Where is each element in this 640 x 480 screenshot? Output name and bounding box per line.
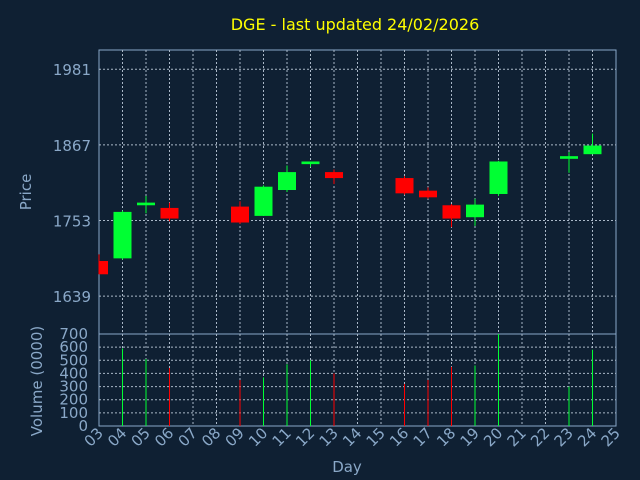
- volume-tick-label: 500: [59, 351, 88, 369]
- day-tick-label: 08: [198, 424, 224, 450]
- candle-body: [254, 186, 273, 216]
- x-axis-label: Day: [332, 458, 362, 476]
- day-tick-label: 10: [245, 424, 271, 450]
- day-tick-label: 14: [339, 424, 365, 450]
- candle-17: [419, 187, 437, 199]
- volume-tick-label: 600: [59, 338, 88, 356]
- day-ticks: 0304050607080910111213141516171819202122…: [81, 424, 624, 450]
- candle-12: [301, 161, 320, 167]
- candle-body: [99, 261, 108, 275]
- day-tick-label: 17: [410, 424, 436, 450]
- price-tick-label: 1981: [53, 61, 91, 79]
- price-axis-label: Price: [17, 174, 35, 211]
- candle-body: [301, 161, 320, 165]
- day-tick-label: 22: [527, 424, 553, 450]
- candle-18: [442, 203, 461, 228]
- candle-09: [231, 201, 249, 224]
- day-tick-label: 20: [480, 424, 506, 450]
- candle-body: [325, 172, 343, 179]
- day-tick-label: 18: [433, 424, 459, 450]
- price-panel: 1639 1753 1867 1981 Price: [17, 49, 617, 335]
- candle-body: [231, 206, 249, 223]
- day-tick-label: 12: [292, 424, 318, 450]
- day-tick-label: 06: [151, 424, 177, 450]
- candle-body: [137, 202, 155, 206]
- day-tick-label: 15: [363, 424, 389, 450]
- day-tick-label: 07: [175, 424, 201, 450]
- volume-tick-label: 300: [59, 378, 88, 396]
- day-tick-label: 13: [316, 424, 342, 450]
- day-tick-label: 04: [104, 424, 130, 450]
- candle-body: [489, 161, 508, 194]
- candle-11: [278, 165, 296, 192]
- candle-body: [278, 172, 296, 191]
- day-tick-label: 11: [269, 424, 295, 450]
- candle-20: [489, 160, 508, 196]
- candle-13: [325, 169, 343, 185]
- volume-tick-label: 700: [59, 325, 88, 343]
- day-tick-label: 25: [598, 424, 624, 450]
- candle-body: [160, 207, 179, 219]
- volume-bars: [122, 334, 593, 426]
- day-tick-label: 05: [128, 424, 154, 450]
- price-tick-label: 1753: [53, 213, 91, 231]
- candle-23: [560, 152, 578, 173]
- day-tick-label: 19: [457, 424, 483, 450]
- day-tick-label: 21: [504, 424, 530, 450]
- candle-body: [442, 205, 461, 219]
- price-tick-label: 1639: [53, 288, 91, 306]
- chart-title: DGE - last updated 24/02/2026: [231, 15, 480, 34]
- day-tick-label: 23: [551, 424, 577, 450]
- price-tick-label: 1867: [53, 137, 91, 155]
- candle-body: [583, 145, 602, 155]
- candle-24: [583, 133, 602, 155]
- candle-04: [113, 210, 132, 260]
- price-y-ticks: 1639 1753 1867 1981: [53, 61, 91, 306]
- volume-tick-label: 200: [59, 391, 88, 409]
- volume-tick-label: 100: [59, 404, 88, 422]
- candle-body: [466, 204, 484, 218]
- day-tick-label: 16: [386, 424, 412, 450]
- candle-19: [466, 198, 484, 226]
- candle-body: [560, 156, 578, 159]
- volume-tick-label: 400: [59, 364, 88, 382]
- candle-body: [395, 178, 414, 194]
- candle-10: [254, 185, 273, 216]
- candle-body: [113, 211, 132, 259]
- candle-03: [98, 254, 108, 275]
- candle-06: [160, 202, 179, 222]
- day-tick-label: 09: [222, 424, 248, 450]
- volume-tick-label: 0: [78, 417, 88, 435]
- candle-05: [137, 195, 155, 214]
- candle-body: [419, 190, 437, 198]
- day-tick-label: 24: [574, 424, 600, 450]
- candles: [98, 133, 602, 275]
- candle-16: [395, 176, 414, 195]
- volume-axis-label: Volume (0000): [28, 326, 46, 436]
